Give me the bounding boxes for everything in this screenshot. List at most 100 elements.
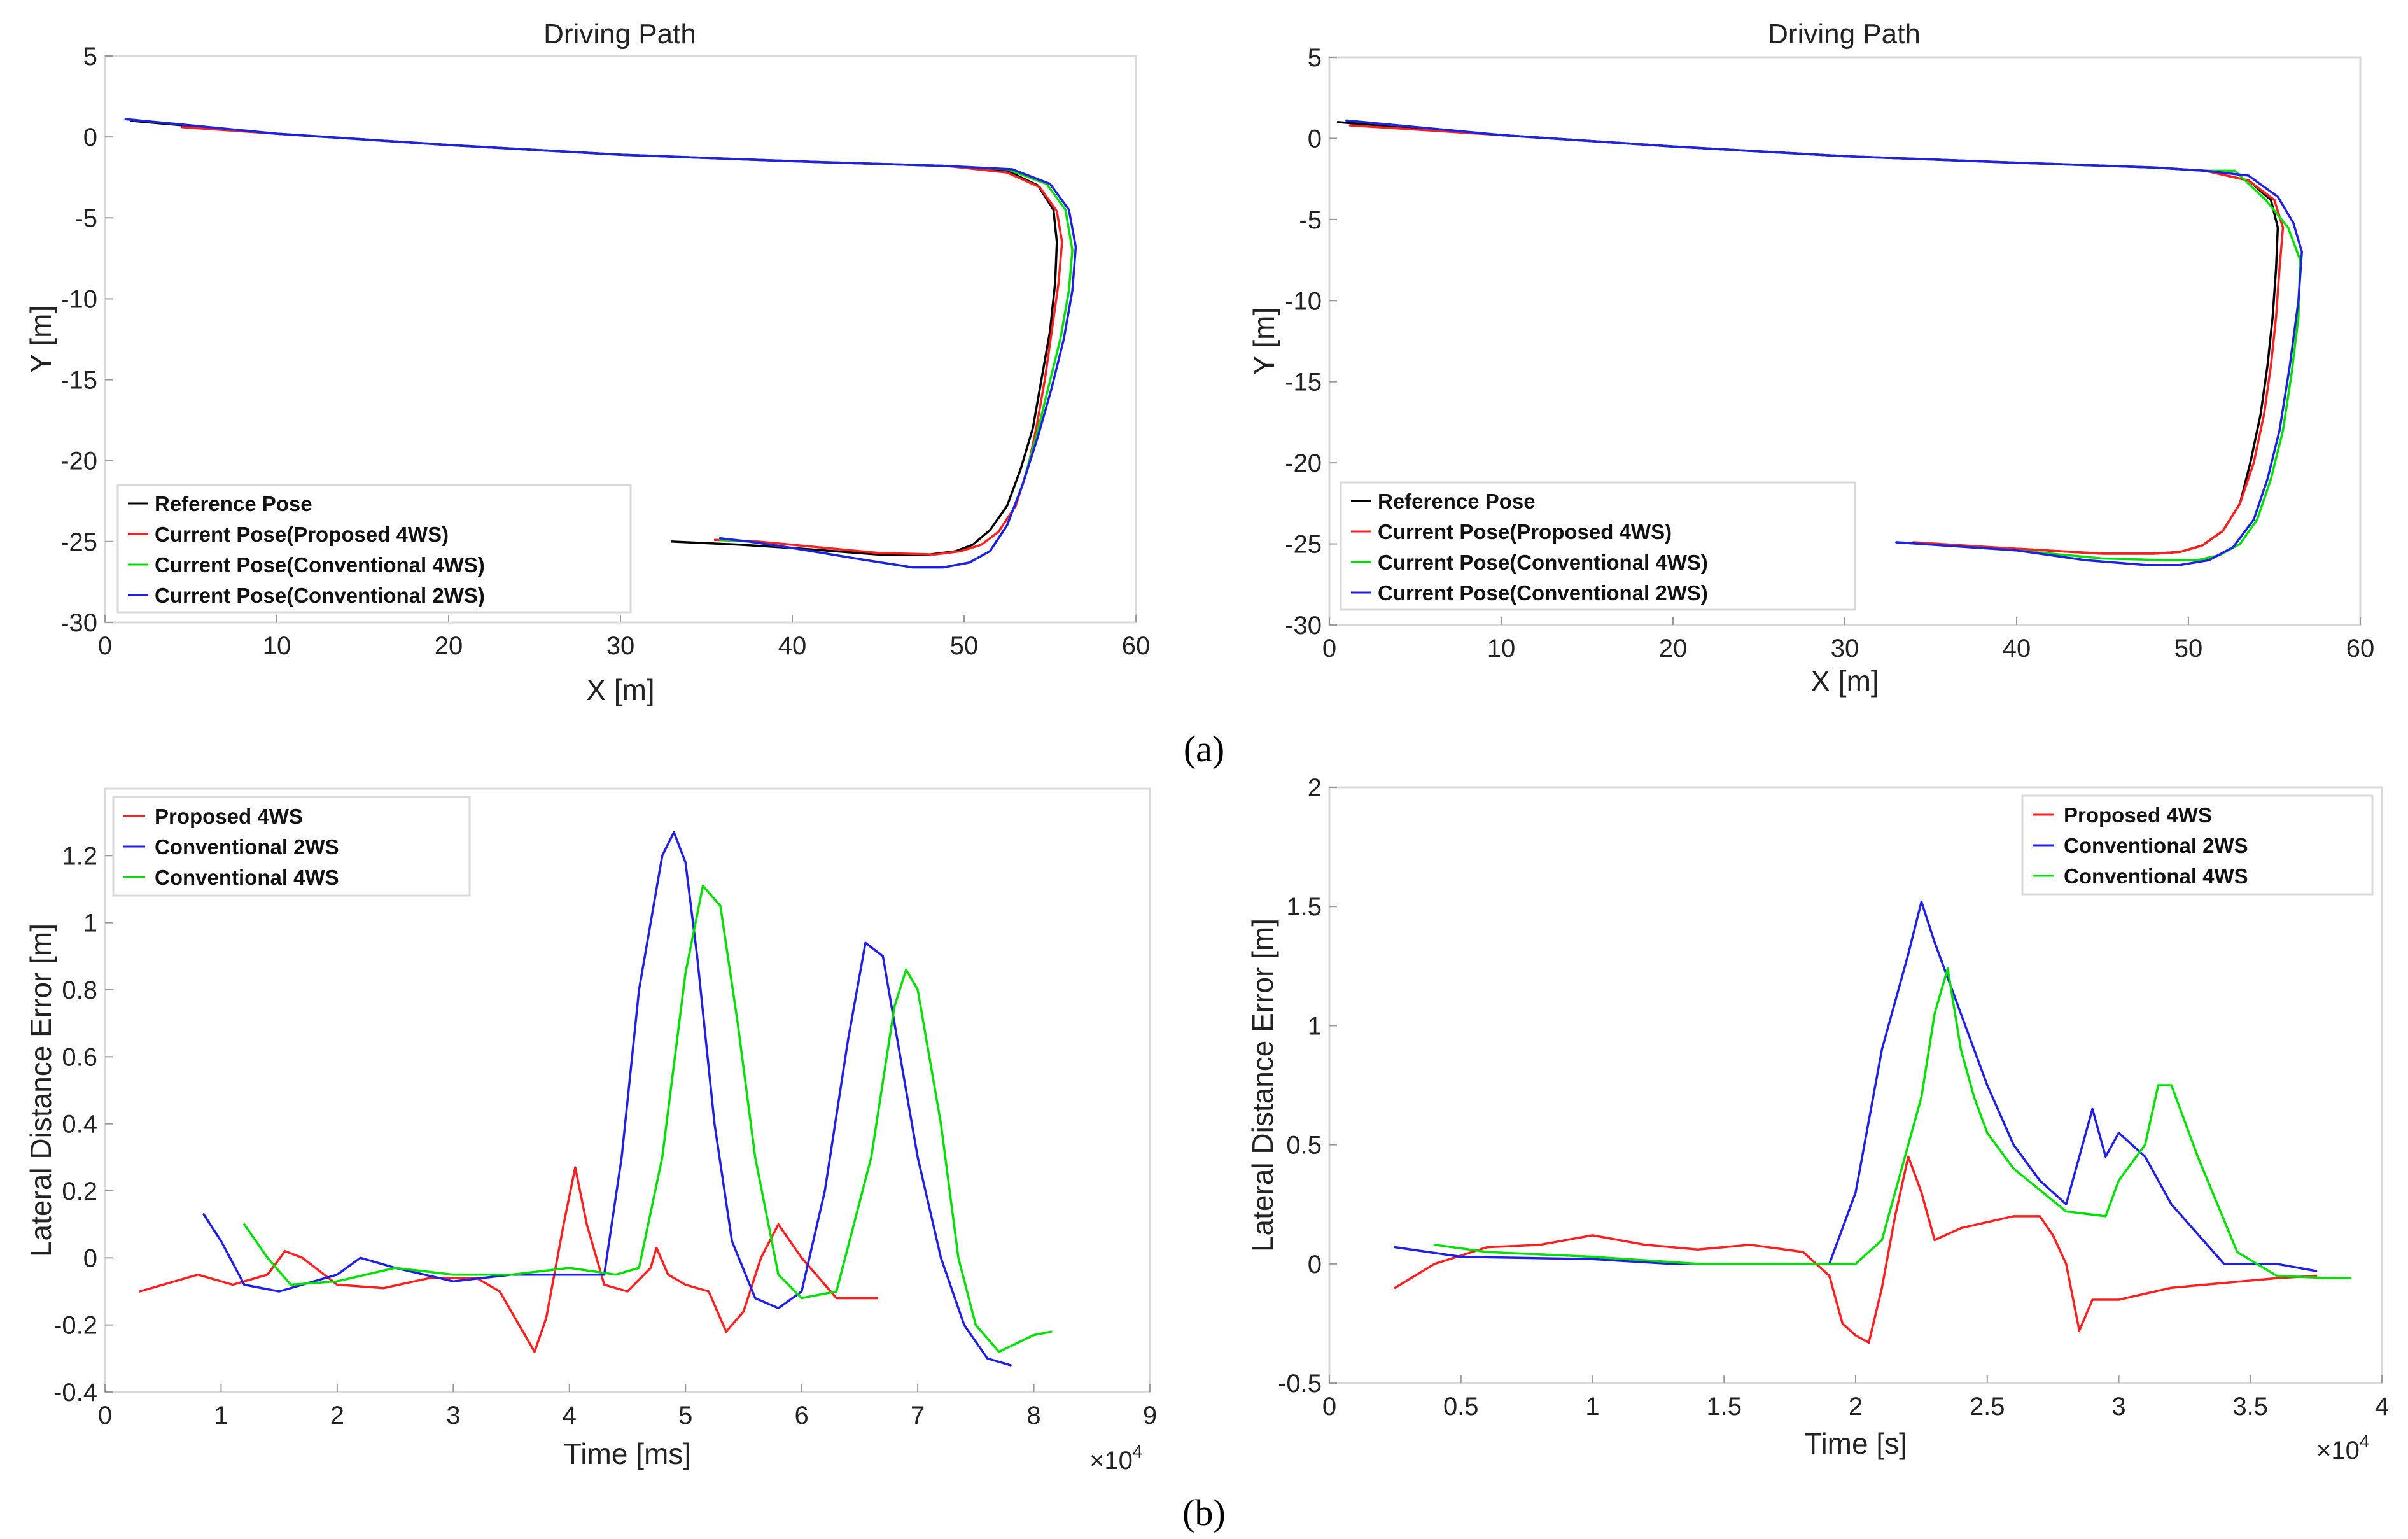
series-line-conventional-4ws — [1433, 967, 2352, 1280]
y-tick-label: -30 — [1285, 612, 1322, 640]
legend-label-conv2ws: Current Pose(Conventional 2WS) — [1378, 581, 1708, 605]
x-tick-label: 30 — [1831, 635, 1859, 663]
x-axis-multiplier: ×104 — [1089, 1442, 1142, 1475]
series-line-proposed-4ws — [1394, 1155, 2318, 1344]
series-line-proposed-4ws — [138, 1166, 879, 1353]
x-tick-label: 4 — [2375, 1393, 2389, 1421]
y-tick-label: 2 — [1308, 774, 1322, 802]
x-tick-label: 6 — [795, 1402, 809, 1430]
x-tick-label: 20 — [435, 632, 463, 660]
x-axis-ticks: 0 0.5 1 1.5 2 2.5 3 3.5 4 — [1322, 1375, 2389, 1421]
legend-label-reference: Reference Pose — [155, 492, 312, 516]
legend: Reference Pose Current Pose(Proposed 4WS… — [116, 484, 632, 614]
y-tick-label: -0.4 — [53, 1379, 97, 1407]
y-tick-label: -10 — [60, 285, 97, 313]
legend-label-proposed: Current Pose(Proposed 4WS) — [1378, 520, 1672, 544]
y-tick-label: 0.4 — [62, 1111, 97, 1139]
y-tick-label: -30 — [60, 609, 97, 637]
y-axis-ticks: 1.2 1 0.8 0.6 0.4 0.2 0 -0.2 -0.4 — [53, 842, 113, 1407]
x-tick-label: 0 — [1322, 635, 1336, 663]
x-tick-label: 40 — [778, 632, 807, 660]
series-group — [1394, 900, 2352, 1344]
y-tick-label: -5 — [74, 204, 97, 232]
x-tick-label: 0 — [1322, 1393, 1336, 1421]
x-axis-label: X [m] — [586, 673, 654, 706]
y-tick-label: 0.5 — [1286, 1132, 1322, 1160]
legend: Proposed 4WS Conventional 2WS Convention… — [112, 796, 471, 897]
x-axis-multiplier: ×104 — [2316, 1431, 2369, 1465]
x-tick-label: 9 — [1143, 1402, 1157, 1430]
x-axis-ticks: 0 1 2 3 4 5 6 7 8 9 — [98, 1384, 1157, 1430]
series-line-conventional-2ws — [202, 831, 1012, 1367]
y-tick-label: 5 — [83, 43, 97, 71]
x-tick-label: 3 — [446, 1402, 460, 1430]
panel-label-a: (a) — [1184, 728, 1224, 770]
legend-label-proposed: Proposed 4WS — [2064, 803, 2212, 827]
x-axis-multiplier-base: ×10 — [1089, 1447, 1133, 1475]
y-tick-label: -20 — [60, 447, 97, 475]
y-tick-label: -15 — [60, 367, 97, 395]
driving-path-chart-left: Driving Path 0 10 20 30 40 50 60 50-5-10-15-20… — [24, 18, 1150, 706]
y-axis-label: Lateral Distance Error [m] — [1246, 918, 1279, 1252]
x-tick-label: 10 — [1487, 635, 1516, 663]
series-group — [138, 831, 1053, 1367]
lateral-error-chart-left: 0 1 2 3 4 5 6 7 8 9 1.2 1 0.8 0.6 0.4 0.2 0 -0.2 -0.4 Tim… — [24, 787, 1157, 1475]
x-axis-multiplier-exp: 4 — [1133, 1442, 1143, 1461]
legend-label-conv4ws: Conventional 4WS — [155, 866, 339, 889]
legend-label-conv2ws: Conventional 2WS — [155, 835, 339, 859]
x-tick-label: 5 — [678, 1402, 692, 1430]
y-tick-label: 0 — [83, 123, 97, 151]
y-tick-label: 0 — [1308, 125, 1322, 153]
series-group — [124, 118, 1077, 569]
x-axis-ticks: 0 10 20 30 40 50 60 — [98, 615, 1150, 660]
y-tick-label: -0.5 — [1278, 1370, 1322, 1398]
y-tick-label: 0.6 — [62, 1043, 97, 1071]
x-tick-label: 50 — [2174, 635, 2203, 663]
x-tick-label: 7 — [911, 1402, 925, 1430]
x-tick-label: 20 — [1659, 635, 1688, 663]
y-tick-label: 0.2 — [62, 1177, 97, 1205]
driving-path-chart-right: Driving Path 0 10 20 30 40 50 60 50-5-10-15-20… — [1247, 18, 2374, 698]
y-tick-label: 5 — [1308, 44, 1322, 72]
legend-label-conv4ws: Conventional 4WS — [2064, 864, 2248, 888]
x-axis-multiplier-base: ×10 — [2316, 1437, 2360, 1465]
x-tick-label: 1 — [214, 1402, 228, 1430]
x-tick-label: 1 — [1585, 1393, 1599, 1421]
y-axis-ticks: 2 1.5 1 0.5 0 -0.5 — [1278, 774, 1337, 1398]
y-axis-ticks: 5 0 -5 -10 -15 -20 -25 -30 — [60, 43, 113, 637]
x-tick-label: 2.5 — [1970, 1393, 2005, 1421]
y-tick-label: -0.2 — [53, 1312, 97, 1340]
x-axis-label: Time [ms] — [564, 1437, 691, 1470]
y-axis-label: Y [m] — [1247, 307, 1280, 376]
x-axis-ticks: 0 10 20 30 40 50 60 — [1322, 617, 2374, 663]
x-tick-label: 0 — [98, 1402, 112, 1430]
x-tick-label: 30 — [606, 632, 635, 660]
y-axis-label: Y [m] — [24, 306, 57, 374]
x-tick-label: 4 — [563, 1402, 577, 1430]
x-axis-label: X [m] — [1810, 664, 1879, 698]
y-tick-label: -10 — [1285, 287, 1322, 315]
legend-label-conv2ws: Conventional 2WS — [2064, 834, 2248, 857]
series-group — [1336, 119, 2303, 566]
x-axis-multiplier-exp: 4 — [2360, 1431, 2370, 1451]
panel-label-b: (b) — [1182, 1492, 1226, 1533]
legend-label-proposed: Proposed 4WS — [155, 805, 303, 828]
legend-label-conv4ws: Current Pose(Conventional 4WS) — [1378, 551, 1708, 574]
legend: Reference Pose Current Pose(Proposed 4WS… — [1340, 481, 1856, 611]
legend-label-reference: Reference Pose — [1378, 489, 1536, 513]
lateral-error-chart-right: 0 0.5 1 1.5 2 2.5 3 3.5 4 21.510.50-0.5 Time [s]… — [1246, 774, 2389, 1465]
series-line-current-pose-conventional-2ws — [1345, 119, 2303, 566]
x-tick-label: 10 — [263, 632, 291, 660]
x-tick-label: 0 — [98, 632, 112, 660]
y-tick-label: 0 — [83, 1244, 97, 1272]
x-tick-label: 8 — [1026, 1402, 1040, 1430]
y-tick-label: -15 — [1285, 369, 1322, 397]
legend-box — [112, 796, 471, 897]
chart-title: Driving Path — [1768, 18, 1921, 50]
x-tick-label: 0.5 — [1443, 1393, 1479, 1421]
y-tick-label: -25 — [1285, 531, 1322, 559]
x-axis-label: Time [s] — [1804, 1427, 1907, 1460]
y-tick-label: -5 — [1299, 206, 1322, 234]
y-tick-label: 1 — [1308, 1012, 1322, 1040]
